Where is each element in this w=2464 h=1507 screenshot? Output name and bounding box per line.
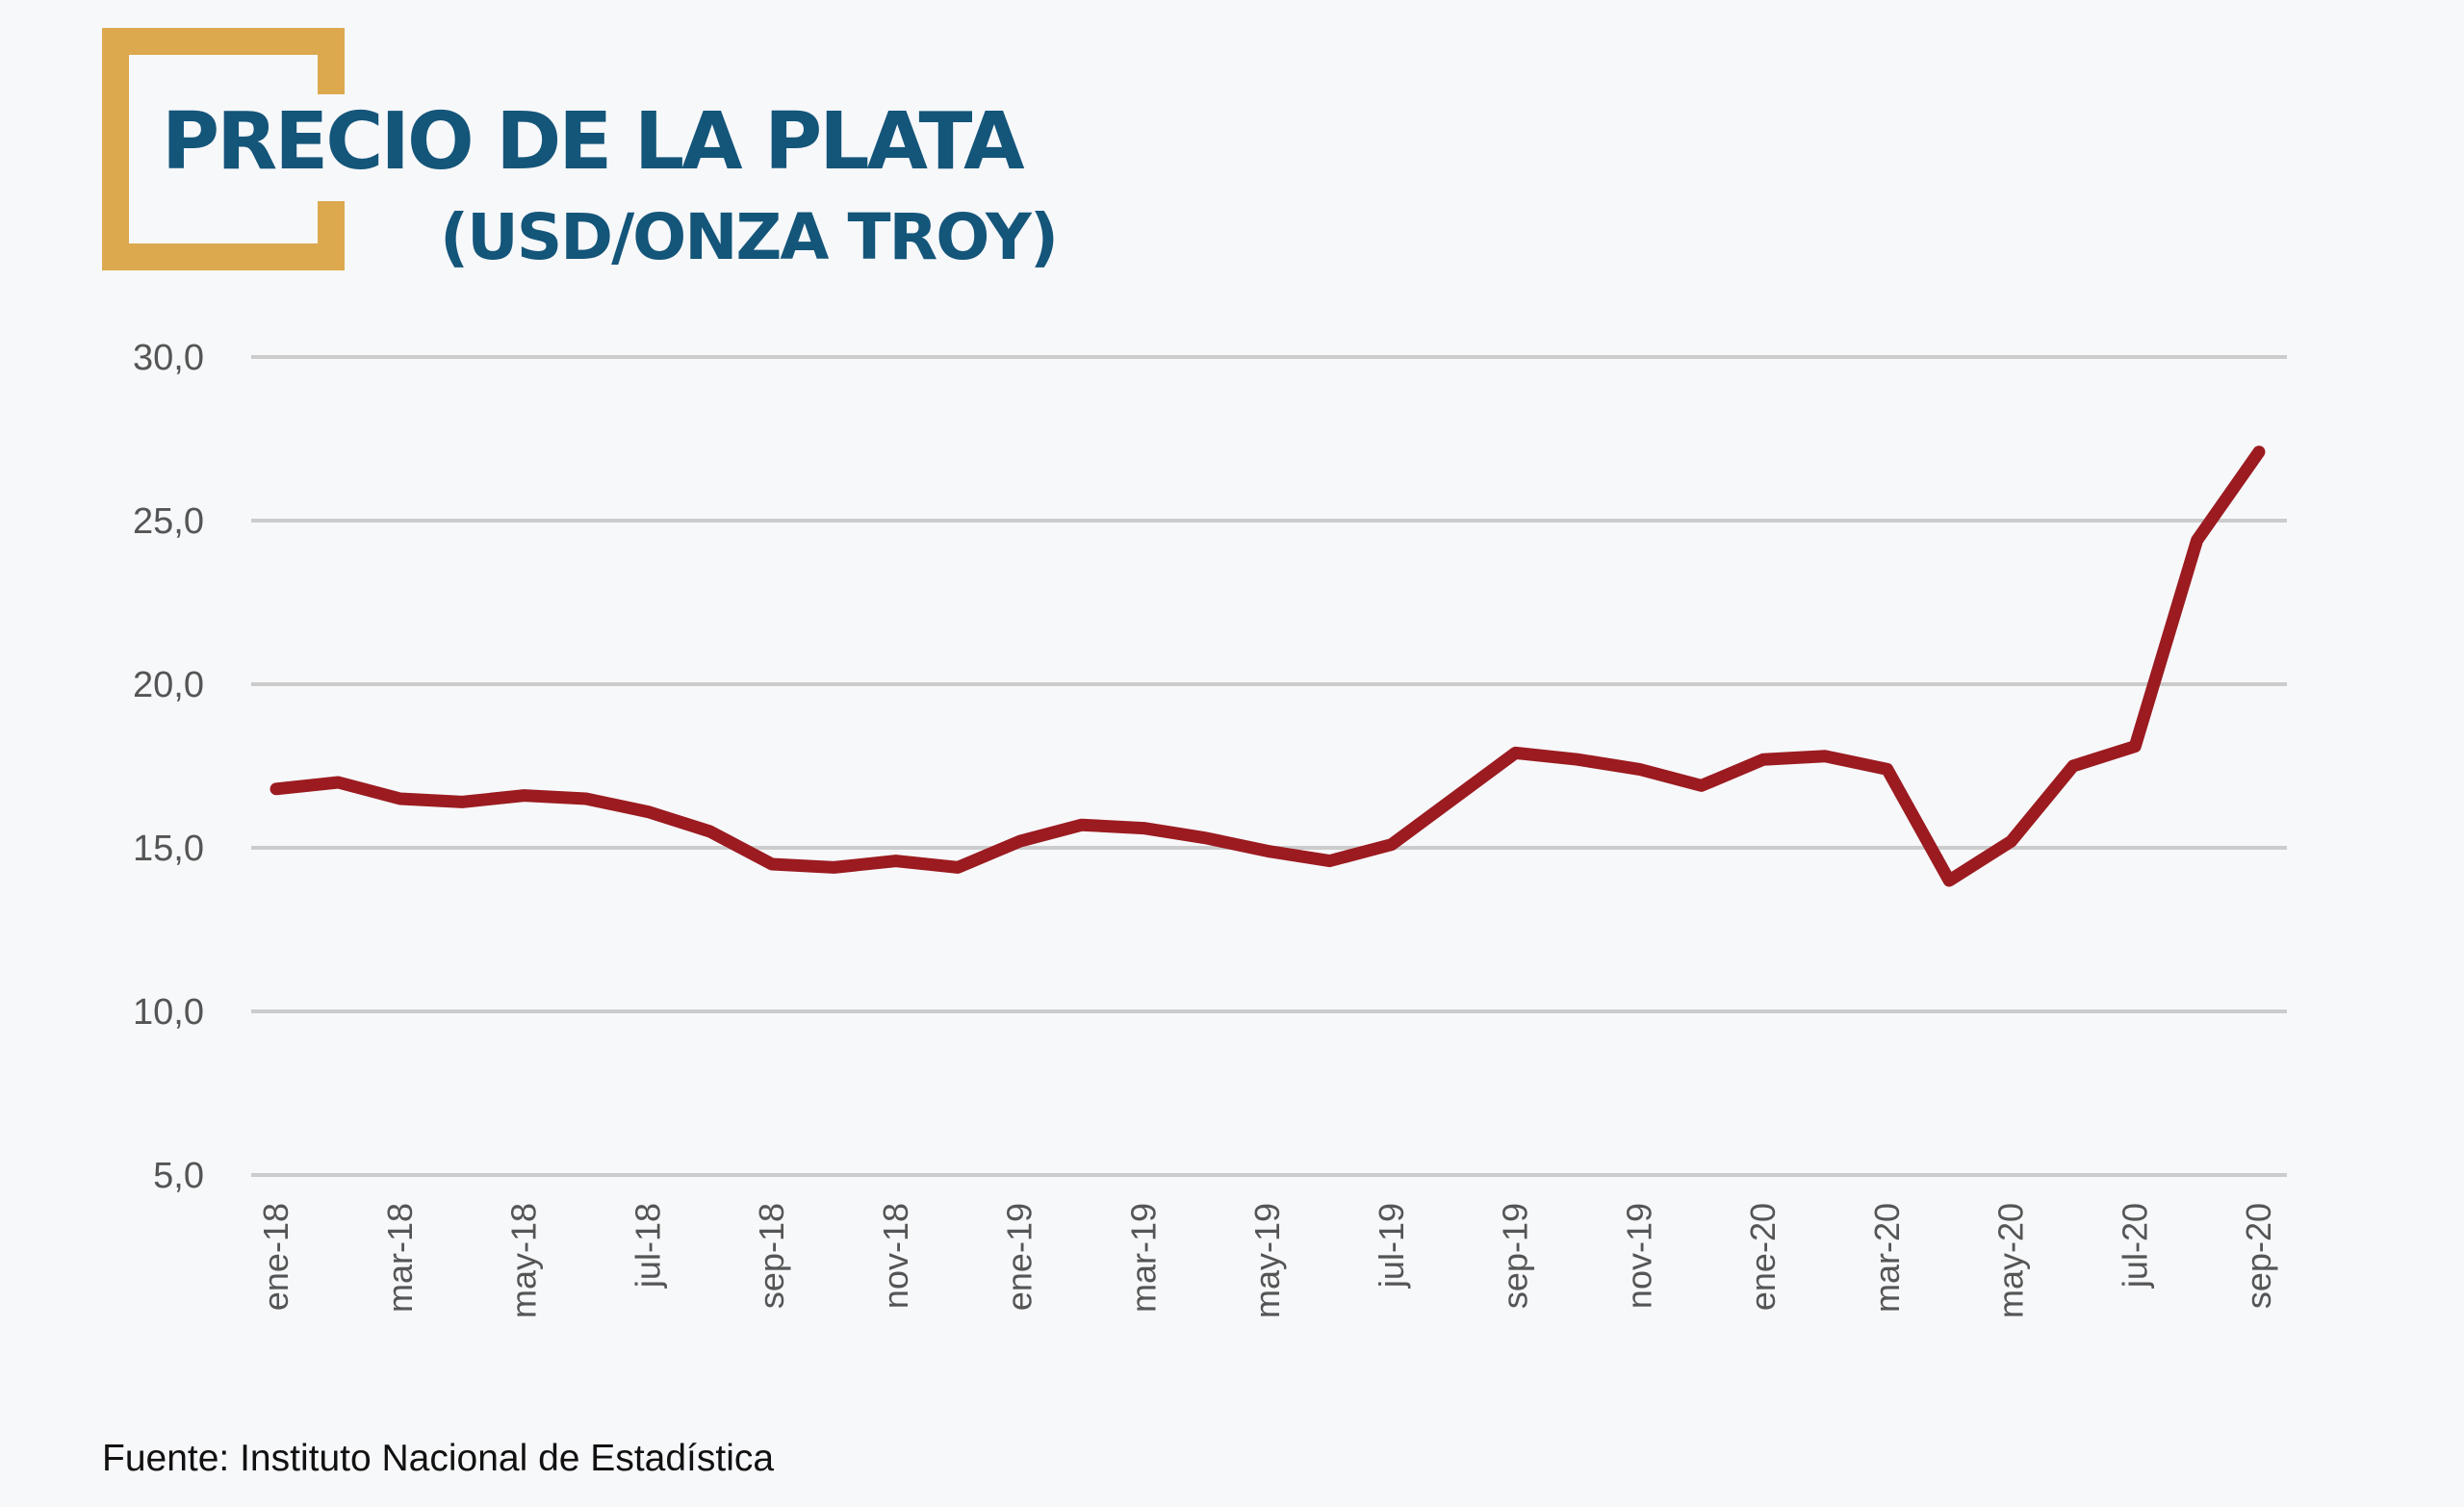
data-point (1824, 754, 1827, 757)
x-tick-label: ene-18 (256, 1203, 295, 1311)
y-tick-label: 25,0 (133, 501, 204, 542)
x-tick-label: sep-19 (1496, 1203, 1535, 1309)
data-point (1328, 859, 1331, 862)
x-tick-label: sep-18 (752, 1203, 791, 1309)
data-point (275, 787, 277, 790)
data-point (461, 801, 464, 804)
y-tick-label: 20,0 (133, 665, 204, 705)
x-tick-label: mar-18 (380, 1203, 420, 1313)
x-tick-label: mar-19 (1123, 1203, 1163, 1313)
data-point (1204, 836, 1207, 839)
data-point (1514, 752, 1517, 754)
data-point (647, 810, 650, 813)
x-tick-label: jul-19 (1372, 1203, 1411, 1289)
data-point (1018, 840, 1021, 843)
data-point (894, 859, 897, 862)
x-tick-label: may-19 (1247, 1203, 1287, 1318)
data-point (584, 798, 587, 800)
data-point (1452, 798, 1455, 800)
data-point (1638, 768, 1641, 771)
chart-title: PRECIO DE LA PLATA (162, 96, 1025, 188)
data-point (337, 781, 340, 783)
data-point (2134, 745, 2137, 748)
data-point (957, 866, 960, 869)
data-point (2195, 539, 2198, 542)
data-point (398, 798, 401, 800)
series-line-silver-price (270, 446, 2266, 887)
chart-subtitle: (USD/ONZA TROY) (440, 200, 1059, 274)
data-point (1576, 758, 1578, 761)
x-tick-label: nov-19 (1619, 1203, 1658, 1309)
x-tick-label: may-18 (504, 1203, 544, 1318)
x-tick-label: may-20 (1991, 1203, 2031, 1318)
x-tick-label: sep-20 (2239, 1203, 2278, 1309)
data-point (708, 830, 711, 832)
data-point (523, 794, 526, 797)
data-point (2071, 765, 2074, 767)
data-point (1762, 758, 1764, 761)
data-point (2258, 450, 2260, 453)
data-point (1390, 843, 1393, 846)
data-point (1886, 768, 1888, 771)
data-point (1142, 827, 1145, 830)
x-tick-label: nov-18 (876, 1203, 915, 1309)
data-point (833, 866, 835, 869)
y-tick-label: 15,0 (133, 829, 204, 869)
y-tick-label: 30,0 (133, 338, 204, 378)
title-bracket (102, 28, 345, 270)
y-tick-label: 5,0 (153, 1156, 204, 1196)
source-note: Fuente: Instituto Nacional de Estadístic… (102, 1438, 775, 1479)
data-point (1267, 850, 1269, 853)
bracket-gap (318, 94, 345, 201)
x-tick-label: jul-18 (628, 1203, 667, 1289)
data-point (1948, 880, 1951, 881)
x-tick-label: ene-19 (1000, 1203, 1040, 1311)
x-tick-label: mar-20 (1867, 1203, 1907, 1313)
x-tick-label: jul-20 (2115, 1203, 2154, 1289)
data-point (2010, 840, 2013, 843)
data-point (1080, 824, 1083, 827)
data-points (275, 450, 2260, 881)
x-tick-label: ene-20 (1743, 1203, 1783, 1311)
data-point (1700, 784, 1703, 787)
y-tick-label: 10,0 (133, 992, 204, 1033)
data-point (771, 863, 773, 865)
